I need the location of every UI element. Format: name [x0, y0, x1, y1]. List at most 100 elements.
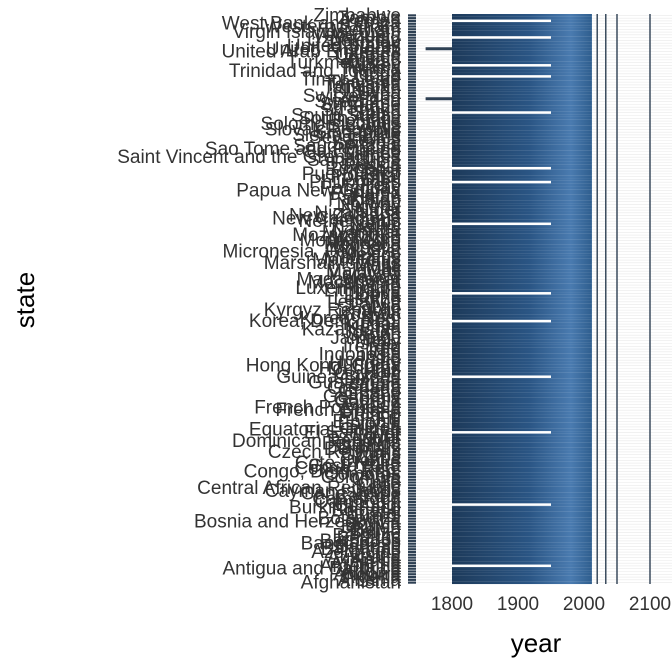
y-tick-label: Nicaragua: [314, 203, 401, 224]
row-marker: [408, 67, 416, 70]
row-marker: [408, 328, 416, 331]
missing-data-gap: [452, 64, 551, 67]
missing-data-gap: [452, 319, 551, 323]
row-marker: [408, 498, 416, 501]
y-tick-label: Central African Republic: [197, 478, 401, 499]
row-marker: [408, 231, 416, 234]
heatmap-cell: [452, 225, 592, 229]
row-marker: [408, 78, 416, 81]
y-tick-label: Ireland: [343, 336, 401, 357]
heatmap-cell: [452, 483, 592, 487]
x-tick-label: 1900: [497, 594, 539, 615]
row-marker: [408, 275, 416, 278]
y-tick-label: Sweden: [332, 89, 401, 110]
row-marker: [408, 239, 416, 242]
row-marker: [408, 286, 416, 289]
row-marker: [408, 475, 416, 479]
y-tick-label: Micronesia, Fed. Sts.: [223, 242, 401, 263]
heatmap-cell: [452, 108, 592, 112]
y-tick-label: Macedonia: [308, 272, 401, 293]
heatmap-cell: [452, 350, 592, 354]
y-tick-label: Moldova: [329, 239, 401, 260]
heatmap-cell: [452, 558, 592, 562]
row-marker: [408, 117, 416, 120]
y-tick-label: Argentina: [320, 556, 402, 577]
row-marker: [408, 297, 416, 301]
row-marker: [408, 303, 416, 306]
heatmap-cell: [452, 100, 592, 104]
y-tick-label: Angola: [342, 561, 402, 582]
row-marker: [408, 158, 416, 162]
y-tick-label: Mongolia: [324, 233, 402, 254]
x-tick-labels: 1800 1900 2000 2100: [431, 594, 671, 615]
y-tick-label: Serbia: [346, 131, 401, 152]
row-marker: [408, 167, 416, 170]
y-tick-label: Qatar: [353, 161, 401, 182]
heatmap-cell: [452, 447, 592, 451]
y-tick-label: Congo, Rep.: [294, 459, 401, 480]
heatmap-cell: [452, 261, 592, 265]
y-tick-label: Slovenia: [328, 117, 401, 138]
heatmap-cell: [452, 89, 592, 92]
heatmap-cell: [452, 294, 592, 298]
row-marker: [408, 250, 416, 253]
row-marker: [408, 42, 416, 45]
y-tick-label: Mauritius: [324, 247, 401, 268]
heatmap-cell: [452, 489, 592, 493]
y-tick-label: Oman: [349, 192, 401, 213]
missing-data-gap: [452, 431, 551, 434]
heatmap-cell: [452, 197, 592, 201]
y-tick-label: Slovak Republic: [265, 119, 401, 140]
y-tick-label: Samoa: [341, 144, 402, 165]
y-tick-label: Cameroon: [312, 489, 401, 510]
y-tick-label: Tajikistan: [323, 78, 401, 99]
y-tick-label: Jamaica: [330, 328, 401, 349]
row-marker: [408, 192, 416, 195]
y-tick-label: El Salvador: [304, 422, 402, 443]
heatmap-cell: [452, 581, 592, 585]
y-tick-label: Morocco: [328, 228, 401, 249]
heatmap-cell: [452, 44, 592, 48]
row-marker: [408, 478, 416, 481]
y-tick-label: Thailand: [328, 72, 401, 93]
row-marker: [408, 512, 416, 515]
heatmap-cell: [452, 119, 592, 123]
row-marker: [408, 220, 416, 223]
heatmap-cell: [452, 230, 592, 234]
row-marker: [408, 128, 416, 131]
row-marker: [408, 548, 416, 551]
row-marker: [408, 258, 416, 262]
heatmap-cell: [452, 297, 592, 301]
row-marker: [408, 336, 416, 340]
row-marker: [408, 153, 416, 156]
heatmap-cell: [452, 52, 592, 56]
row-marker: [408, 22, 416, 25]
y-tick-label: Seychelles: [309, 128, 401, 149]
y-tick-label: Kyrgyz Republic: [264, 300, 401, 321]
heatmap-cell: [452, 242, 592, 245]
row-marker: [408, 208, 416, 212]
heatmap-cell: [452, 572, 592, 576]
row-marker: [408, 28, 416, 31]
row-marker: [408, 17, 416, 20]
y-tick-label: Bulgaria: [331, 500, 401, 521]
heatmap-cell: [452, 114, 592, 117]
row-marker: [408, 450, 416, 454]
y-tick-label: West Bank and Gaza: [222, 14, 402, 35]
y-tick-label: Papua New Guinea: [236, 181, 401, 202]
y-tick-label: Kiribati: [343, 314, 401, 335]
row-marker: [408, 445, 416, 448]
row-marker: [408, 111, 416, 114]
heatmap-cell: [452, 139, 592, 142]
row-marker: [408, 420, 416, 423]
heatmap-cell: [452, 77, 592, 81]
heatmap-cell: [452, 83, 592, 87]
y-tick-label: Zimbabwe: [313, 5, 401, 26]
heatmap-cell: [452, 403, 592, 407]
y-tick-label: Chad: [356, 475, 401, 496]
row-marker: [408, 556, 416, 559]
row-marker: [408, 69, 416, 73]
row-marker: [408, 245, 416, 248]
row-marker: [408, 545, 416, 548]
heatmap-cell: [452, 22, 592, 26]
